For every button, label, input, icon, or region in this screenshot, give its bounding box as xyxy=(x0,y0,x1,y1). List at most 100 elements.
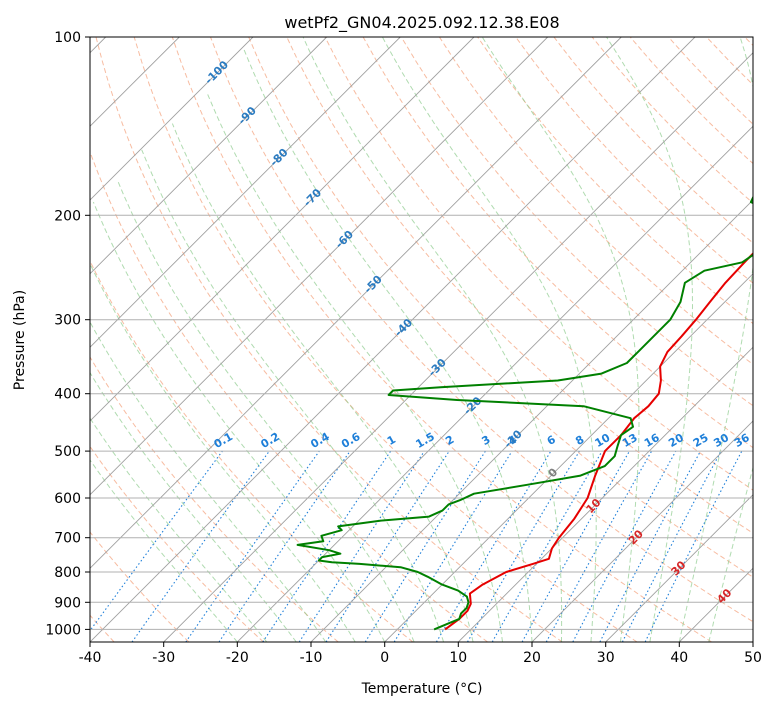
isotherm-line xyxy=(310,199,753,642)
x-tick-label: -30 xyxy=(152,650,175,666)
plot-frame xyxy=(89,36,754,643)
dry-adiabat xyxy=(591,37,753,204)
pressure-gridlines xyxy=(90,37,753,630)
y-tick-label: 100 xyxy=(54,30,81,46)
dry-adiabat xyxy=(210,37,753,623)
moist-adiabat xyxy=(90,262,356,642)
x-tick-label: 50 xyxy=(744,650,762,666)
moist-adiabat xyxy=(381,37,597,642)
mixing-ratio-line xyxy=(545,450,653,642)
x-tick-label: -10 xyxy=(300,650,323,666)
mixing-ratio-line xyxy=(467,450,580,642)
chart-title: wetPf2_GN04.2025.092.12.38.E08 xyxy=(284,13,559,33)
isotherm-line xyxy=(90,37,328,275)
moist-adiabat xyxy=(708,465,753,642)
y-tick-label: 500 xyxy=(54,444,81,460)
mixing-ratio-line xyxy=(90,450,223,632)
y-tick-label: 800 xyxy=(54,565,81,581)
plot-area: 0.1 0.2 0.4 0.6 1 1.5 2 3 4 6 8 10 13 16 20 25 30 36 -100… xyxy=(90,37,753,642)
mixing-ratio-line xyxy=(325,450,450,642)
x-tick-label: 20 xyxy=(523,650,541,666)
dry-adiabat xyxy=(400,37,753,407)
y-tick-label: 300 xyxy=(54,313,81,329)
y-tick-label: 600 xyxy=(54,491,81,507)
dewpoint-line xyxy=(296,195,753,631)
mixing-ratio-line xyxy=(262,450,392,642)
dry-adiabat xyxy=(90,150,488,642)
mixing-ratio-label: 8 xyxy=(573,433,586,448)
adiabat-label: -50 xyxy=(362,273,385,296)
moist-adiabat xyxy=(302,37,563,642)
mixing-ratio-label: 6 xyxy=(545,433,558,448)
y-tick-label: 700 xyxy=(54,531,81,547)
isotherm-line xyxy=(531,420,753,642)
mixing-ratio-label: 0.1 xyxy=(212,430,235,451)
moist-adiabat xyxy=(207,94,503,642)
x-tick-label: 40 xyxy=(670,650,688,666)
mixing-ratio-line xyxy=(298,450,425,642)
y-tick-label: 1000 xyxy=(45,622,81,638)
y-tick-label: 200 xyxy=(54,208,81,224)
moist-adiabat xyxy=(92,201,386,642)
mixing-ratio-label: 3 xyxy=(479,433,492,448)
isotherm-line xyxy=(752,641,753,642)
x-tick-label: 10 xyxy=(449,650,467,666)
isotherms xyxy=(90,37,753,642)
mixing-ratio-lines xyxy=(90,450,743,642)
moist-adiabat xyxy=(117,180,415,642)
mixing-ratio-label: 30 xyxy=(711,431,731,450)
adiabat-label: 30 xyxy=(669,558,689,578)
isotherm-line xyxy=(236,125,753,642)
mixing-ratio-label: 2 xyxy=(443,433,456,448)
dry-adiabat xyxy=(324,37,753,491)
moist-adiabats xyxy=(90,37,753,642)
mixing-ratio-line xyxy=(644,450,743,642)
x-axis-ticks: -40 -30 -20 -10 0 10 20 30 40 50 xyxy=(79,642,762,666)
isotherm-line xyxy=(90,37,475,422)
dry-adiabat xyxy=(90,259,414,642)
mixing-ratio-label: 25 xyxy=(691,431,711,450)
mixing-ratio-label: 36 xyxy=(732,431,752,450)
isotherm-line xyxy=(384,273,753,642)
adiabat-label: -10 xyxy=(502,427,525,450)
mixing-ratio-line xyxy=(185,450,320,642)
dry-adiabat xyxy=(744,37,753,47)
x-axis-label: Temperature (°C) xyxy=(361,681,483,697)
isotherm-line xyxy=(90,37,254,201)
dry-adiabat xyxy=(706,37,753,86)
moist-adiabat xyxy=(243,49,533,642)
isotherm-line xyxy=(163,52,753,642)
mixing-ratio-label: 0.6 xyxy=(339,430,363,451)
temperature-line xyxy=(444,252,753,631)
adiabat-label: -20 xyxy=(461,394,484,417)
y-axis-ticks: 100 200 300 400 500 600 700 800 900 1000 xyxy=(45,30,90,638)
adiabat-label: 20 xyxy=(626,527,646,547)
adiabat-label: -90 xyxy=(236,104,259,127)
dry-adiabat xyxy=(362,37,753,449)
x-tick-label: -20 xyxy=(226,650,249,666)
moist-adiabat xyxy=(90,371,297,642)
isotherm-line xyxy=(90,37,696,642)
isotherm-line xyxy=(457,346,753,642)
moist-adiabat xyxy=(90,459,238,642)
moist-adiabat xyxy=(90,417,268,642)
adiabat-label: -30 xyxy=(426,356,449,379)
mixing-ratio-label: 1.5 xyxy=(413,430,436,451)
mixing-ratio-line xyxy=(393,450,513,642)
x-tick-label: 30 xyxy=(597,650,615,666)
moist-adiabat xyxy=(171,123,474,642)
y-tick-label: 900 xyxy=(54,595,81,611)
mixing-ratio-labels: 0.1 0.2 0.4 0.6 1 1.5 2 3 4 6 8 10 13 16 20 25 30 36 xyxy=(212,430,752,451)
x-tick-label: -40 xyxy=(79,650,102,666)
adiabat-label: -60 xyxy=(333,228,356,251)
sounding-series xyxy=(296,195,753,631)
dry-adiabat xyxy=(95,37,563,642)
adiabat-label: -80 xyxy=(267,146,290,169)
dry-adiabat xyxy=(515,37,753,284)
mixing-ratio-label: 0.2 xyxy=(258,430,281,451)
x-tick-label: 0 xyxy=(380,650,389,666)
dry-adiabat xyxy=(668,37,753,125)
dry-adiabat xyxy=(133,37,638,642)
isotherm-line xyxy=(678,567,753,642)
adiabat-label: -100 xyxy=(202,58,231,87)
